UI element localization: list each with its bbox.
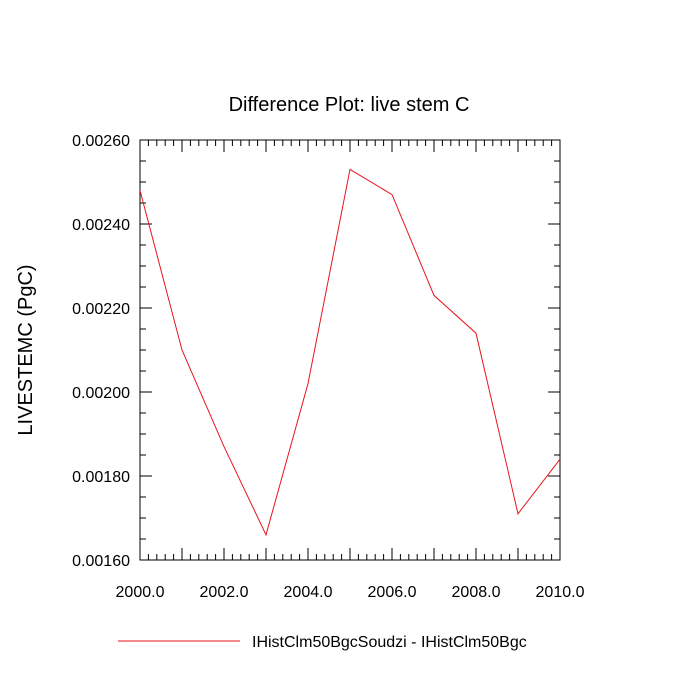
x-tick-label: 2006.0 [368,584,417,601]
y-tick-label: 0.00240 [72,217,130,234]
tick-labels: 2000.0 2002.0 2004.0 2006.0 2008.0 2010.0 0.00… [72,133,584,601]
chart-title: Difference Plot: live stem C [229,94,470,116]
plot-frame [139,139,561,561]
y-tick-label: 0.00200 [72,385,130,402]
y-tick-label: 0.00180 [72,469,130,486]
y-tick-label: 0.00220 [72,301,130,318]
series-line [139,168,561,537]
x-tick-label: 2002.0 [200,584,249,601]
x-tick-label: 2010.0 [536,584,585,601]
x-tick-label: 2008.0 [452,584,501,601]
legend-label: IHistClm50BgcSoudzi - IHistClm50Bgc [252,634,527,651]
y-tick-label: 0.00160 [72,553,130,570]
series-layer [139,168,561,537]
y-axis-label: LIVESTEMC (PgC) [15,264,37,435]
axis-ticks [139,139,561,561]
x-tick-label: 2004.0 [284,584,333,601]
y-tick-label: 0.00260 [72,133,130,150]
x-tick-label: 2000.0 [116,584,165,601]
legend: IHistClm50BgcSoudzi - IHistClm50Bgc [118,634,527,651]
